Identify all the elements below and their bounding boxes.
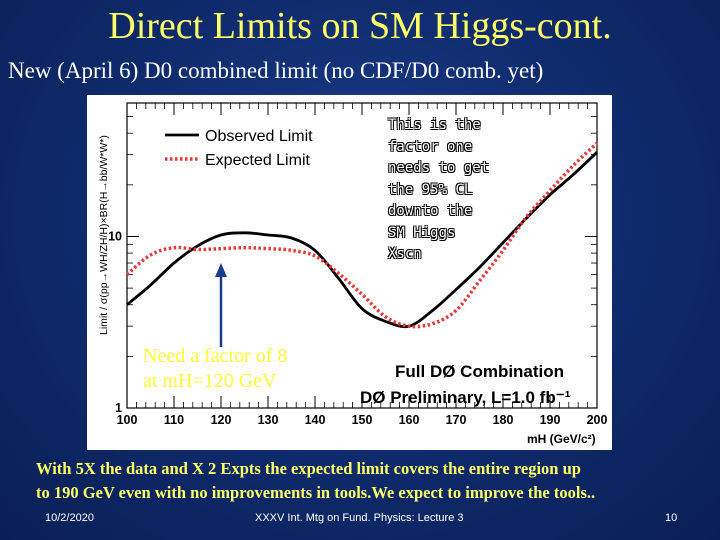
y-tick-label: 10 [108,229,122,243]
note-line: needs to get [388,160,490,176]
note-line: SM Higgs [388,224,456,241]
note-line: the 95% CL [388,181,473,198]
x-tick-label: 100 [117,413,138,427]
footer-page-number: 10 [665,512,678,524]
note-line: downto the [388,203,473,219]
chart-svg: 100 110 120 130 140 150 160 170 180 190 200 1 10 Ob… [98,102,608,446]
note-line: factor one [388,138,473,155]
factor-arrow [215,263,227,347]
x-tick-labels: 100 110 120 130 140 150 160 170 180 190 200 [117,413,608,427]
slide-subtitle: New (April 6) D0 combined limit (no CDF/… [8,58,544,83]
axis-ticks [126,103,598,409]
y-tick-label: 1 [115,401,122,415]
factor-callout: Need a factor of 8 at mH=120 GeV [143,344,287,394]
note-line: Xscn [388,246,422,262]
annotation-full-d0: Full DØ Combination [395,362,564,381]
x-tick-label: 200 [587,413,608,427]
factor-line: Need a factor of 8 [143,345,288,367]
annotation-preliminary: DØ Preliminary, L=1.0 fb⁻¹ [360,388,571,407]
conclusion-line: to 190 GeV even with no improvements in … [36,483,596,502]
higgs-limit-plot: 100 110 120 130 140 150 160 170 180 190 200 1 10 Ob… [87,95,612,450]
footer-lecture: XXXV Int. Mtg on Fund. Physics: Lecture … [255,512,464,524]
note-line: This is the [388,117,481,133]
x-tick-label: 120 [211,413,232,427]
slide-title: Direct Limits on SM Higgs-cont. [108,5,612,47]
arrow-head [215,263,227,277]
x-tick-label: 130 [258,413,279,427]
conclusion-line: With 5X the data and X 2 Expts the expec… [36,459,581,478]
x-tick-label: 160 [399,413,420,427]
series-line-expected [125,141,599,329]
factor-line: at mH=120 GeV [143,370,277,392]
legend-label: Expected Limit [205,152,310,169]
x-tick-label: 150 [352,413,373,427]
legend-label: Observed Limit [205,128,313,145]
x-tick-label: 190 [540,413,561,427]
x-tick-label: 140 [305,413,326,427]
x-axis-label: mH (GeV/c²) [527,432,596,446]
y-axis-label: Limit / σ(pp→WH/ZH/H)×BR(H→bb/W*W*) [98,135,110,335]
conclusion-text: With 5X the data and X 2 Expts the expec… [36,457,720,505]
x-tick-label: 110 [164,413,184,427]
factor-note: This is the factor one needs to get the … [388,115,508,266]
x-tick-label: 180 [493,413,514,427]
footer-date: 10/2/2020 [45,512,94,524]
series-line-observed [126,151,598,329]
chart-legend: Observed Limit Expected Limit [165,128,313,169]
x-tick-label: 170 [446,413,467,427]
y-tick-labels: 1 10 [108,229,122,415]
series-lines [125,141,599,329]
